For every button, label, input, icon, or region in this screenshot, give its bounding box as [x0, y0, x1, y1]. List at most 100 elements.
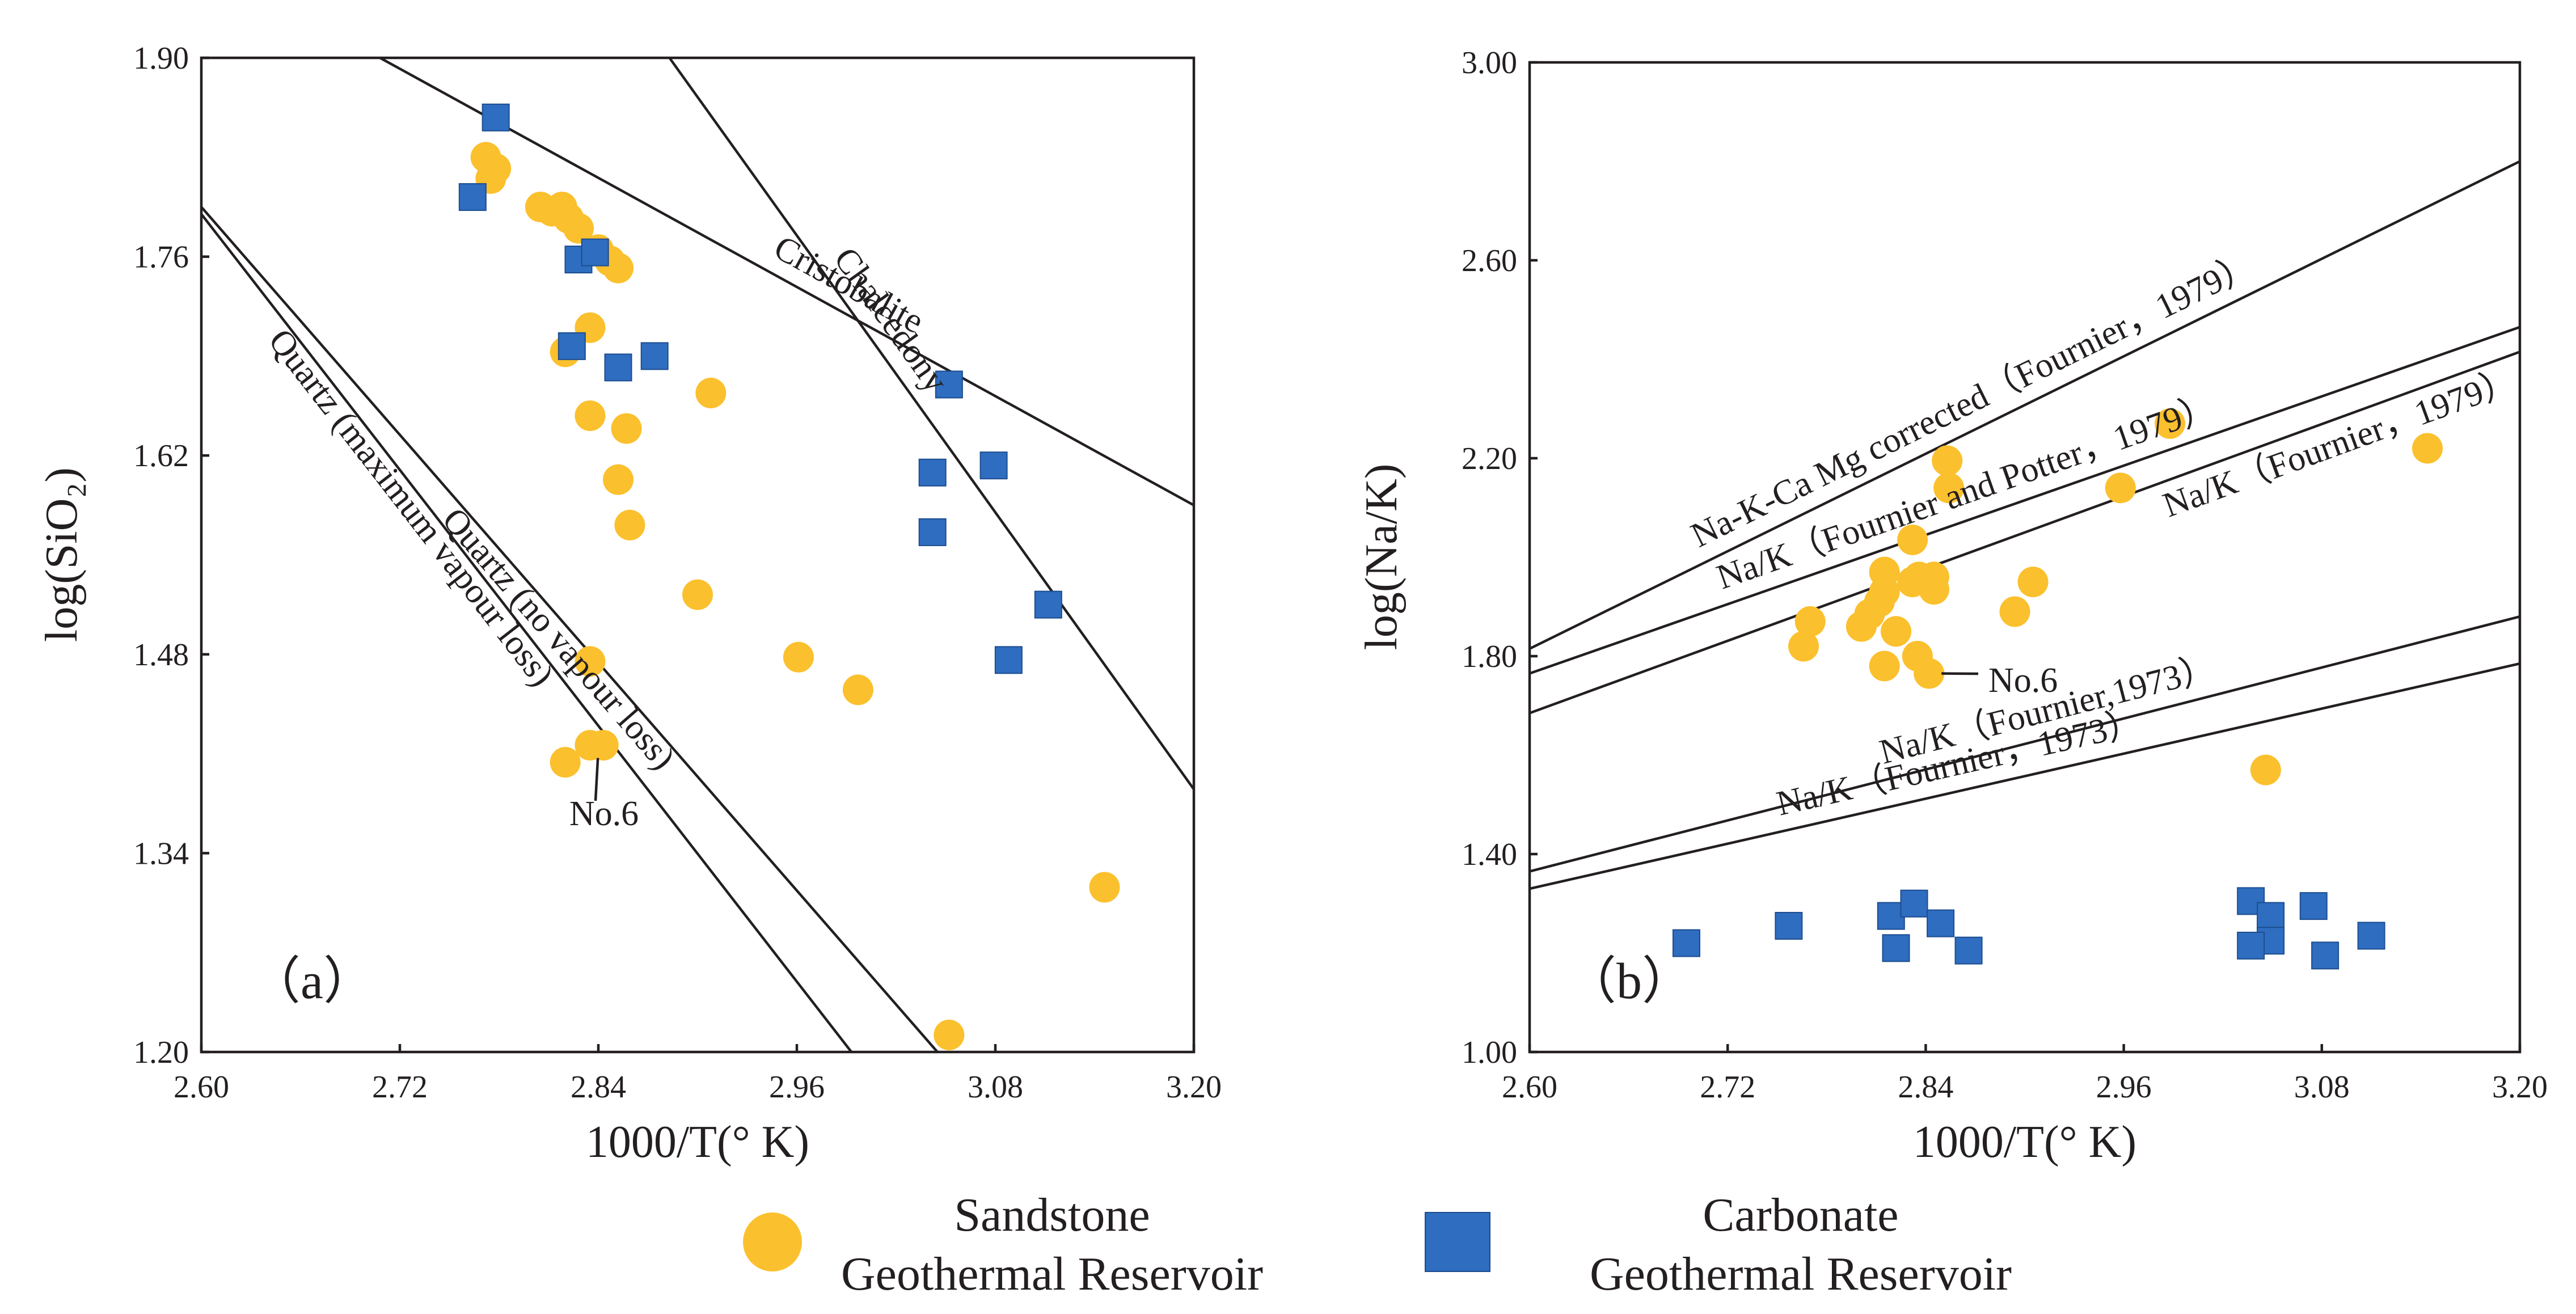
panel-a-sandstone-point	[783, 641, 814, 673]
panel-b-x-tick-label: 2.84	[1898, 1070, 1953, 1105]
panel-a-y-tick-label: 1.62	[133, 438, 189, 474]
panel-a-sandstone-point	[614, 509, 645, 540]
panel-b-sandstone-point	[1788, 631, 1819, 662]
panel-b-tag: （b）	[1565, 953, 1693, 1009]
legend: Sandstone Geothermal Reservoir Carbonate…	[743, 1189, 2012, 1300]
panel-a-y-tick-label: 1.90	[133, 41, 189, 76]
panel-a-ref-line	[201, 206, 939, 1052]
panel-b-annotation: No.6	[1941, 661, 2058, 700]
panel-a-ticks: 2.60 2.72 2.84 2.96 3.08 3.20 1.20 1.34 1.48 1.62…	[133, 41, 1222, 1105]
panel-b-ref-line	[1530, 160, 2520, 650]
panel-b-carbonate-point	[1954, 936, 1983, 965]
panel-a-reference-lines	[201, 58, 1194, 1052]
panel-a-annotation-leader	[594, 758, 599, 801]
panel-b-y-tick-label: 2.20	[1462, 441, 1517, 476]
panel-a-sandstone-point	[563, 213, 594, 244]
panel-a-carbonate-point	[935, 370, 963, 399]
panel-a-ref-line	[668, 58, 1194, 791]
panel-a-y-tick-label: 1.48	[133, 637, 189, 673]
panel-a-carbonate-point	[918, 518, 947, 546]
panel-b-sandstone-point	[1933, 472, 1965, 504]
legend-sandstone-line1: Sandstone	[954, 1189, 1150, 1241]
panel-b-carbonate-point	[1775, 912, 1803, 940]
panel-b-x-tick-label: 3.20	[2492, 1070, 2548, 1105]
panel-b-x-tick-label: 3.08	[2294, 1070, 2350, 1105]
panel-a-sandstone-point	[603, 464, 634, 495]
panel-a-y-axis-label: log(SiO₂)	[37, 467, 87, 642]
panel-a-annotation: No.6	[569, 758, 639, 833]
panel-a-carbonate-point	[918, 458, 947, 487]
panel-b-sandstone-point	[1794, 606, 1826, 637]
panel-a-sandstone-point	[934, 1019, 965, 1050]
panel-a-carbonate-point	[482, 103, 510, 132]
panel-b-sandstone-point	[1999, 596, 2030, 627]
panel-a-carbonate-point	[979, 451, 1008, 480]
panel-a-x-tick-label: 2.60	[174, 1070, 229, 1105]
panel-b-data-points	[1672, 408, 2443, 970]
panel-b-y-tick-label: 1.80	[1462, 639, 1517, 674]
panel-b-ref-line	[1530, 350, 2520, 715]
panel-a-x-tick-label: 2.96	[769, 1070, 825, 1105]
panel-a-carbonate-point	[640, 342, 669, 370]
panel-b-ref-line	[1530, 615, 2520, 873]
panel-a-x-tick-label: 3.20	[1166, 1070, 1222, 1105]
panel-b-sandstone-point	[2250, 754, 2281, 785]
legend-carbonate-marker	[1425, 1212, 1490, 1272]
panel-a-x-axis-label: 1000/T(° K)	[586, 1117, 809, 1167]
panel-a-ref-line	[379, 58, 1194, 506]
panel-a-x-tick-label: 3.08	[968, 1070, 1023, 1105]
panel-a-sandstone-point	[682, 579, 713, 610]
panel-a-carbonate-point	[604, 353, 632, 382]
panel-a-carbonate-point	[458, 183, 487, 211]
panel-a-sandstone-point	[575, 646, 606, 677]
panel-b-sandstone-point	[1918, 574, 1949, 605]
panel-b-x-tick-label: 2.96	[2096, 1070, 2152, 1105]
panel-a-carbonate-point	[994, 646, 1023, 674]
panel-a-ref-line	[201, 213, 853, 1052]
panel-a-line-label: Quartz (maximum vapour loss)	[261, 322, 561, 694]
panel-a-x-tick-label: 2.72	[372, 1070, 428, 1105]
panel-b-sandstone-point	[1846, 611, 1877, 642]
panel-b-sandstone-point	[2017, 567, 2049, 598]
panel-b-x-axis-label: 1000/T(° K)	[1913, 1117, 2136, 1167]
panel-b-x-tick-label: 2.60	[1502, 1070, 1557, 1105]
panel-b-annotation-label: No.6	[1988, 661, 2058, 700]
panel-a-sandstone-point	[1089, 872, 1120, 903]
panel-b-carbonate-point	[1672, 929, 1700, 957]
legend-carbonate-line1: Carbonate	[1703, 1189, 1898, 1241]
panel-a-sandstone-point	[480, 153, 512, 184]
panel-a-sandstone-point	[695, 378, 727, 409]
panel-b-plot-frame	[1528, 61, 2522, 1054]
panel-b-sandstone-point	[1932, 445, 1963, 476]
panel-a-carbonate-point	[558, 332, 586, 360]
panel-a-x-tick-label: 2.84	[571, 1070, 626, 1105]
panel-b-chart: 2.60 2.72 2.84 2.96 3.08 3.20 1.00 1.40 1.80 2.20…	[1357, 45, 2548, 1167]
panel-b-y-tick-label: 1.00	[1462, 1035, 1517, 1070]
panel-b-carbonate-point	[2299, 892, 2328, 920]
panel-a-annotation-label: No.6	[569, 795, 639, 833]
panel-b-carbonate-point	[2357, 922, 2385, 950]
panel-a-sandstone-point	[842, 674, 873, 705]
panel-a-tag: （a）	[250, 953, 374, 1009]
panel-b-y-axis-label: log(Na/K)	[1357, 464, 1407, 650]
panel-b-sandstone-point	[1869, 650, 1900, 682]
panel-a-line-label: Quartz (no vapour loss)	[435, 501, 683, 777]
panel-b-ref-line	[1530, 662, 2520, 890]
panel-a-y-tick-label: 1.34	[133, 836, 189, 871]
panel-b-sandstone-point	[2155, 408, 2186, 439]
panel-a-data-points	[458, 103, 1120, 1050]
panel-b-reference-lines	[1530, 160, 2520, 890]
panel-a-sandstone-point	[611, 413, 642, 444]
panel-b-carbonate-point	[2257, 902, 2285, 930]
panel-a-chart: 2.60 2.72 2.84 2.96 3.08 3.20 1.20 1.34 1.48 1.62…	[37, 41, 1222, 1167]
legend-sandstone-marker	[743, 1212, 802, 1271]
panel-b-line-label: Na/K（Fournier，1979）	[2158, 361, 2522, 525]
panel-a-sandstone-point	[550, 747, 581, 778]
panel-b-y-tick-label: 1.40	[1462, 837, 1517, 872]
panel-a-sandstone-point	[603, 252, 634, 284]
panel-b-carbonate-point	[1882, 934, 1910, 962]
panel-b-x-tick-label: 2.72	[1700, 1070, 1755, 1105]
panel-b-carbonate-point	[1900, 889, 1928, 918]
panel-b-ticks: 2.60 2.72 2.84 2.96 3.08 3.20 1.00 1.40 1.80 2.20…	[1462, 45, 2548, 1105]
